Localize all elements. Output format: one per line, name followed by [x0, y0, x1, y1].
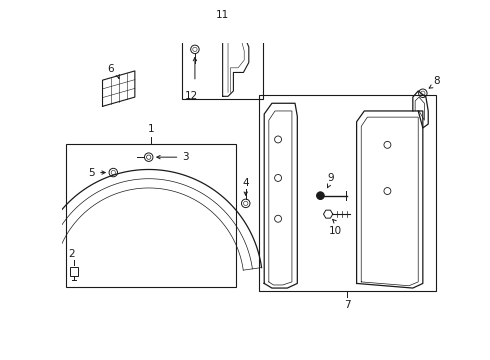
Text: 7: 7 [344, 300, 351, 310]
Text: 10: 10 [329, 226, 343, 237]
Text: 12: 12 [185, 91, 198, 101]
Text: 9: 9 [327, 173, 334, 183]
Text: 4: 4 [243, 178, 249, 188]
Text: 5: 5 [88, 167, 95, 177]
Bar [66, 144, 236, 287]
Bar [259, 95, 436, 291]
Text: 3: 3 [182, 152, 189, 162]
Text: 1: 1 [147, 124, 154, 134]
Circle shape [317, 192, 324, 199]
Text: 6: 6 [107, 64, 114, 74]
Text: 8: 8 [434, 76, 440, 86]
Text: 11: 11 [216, 10, 229, 20]
Text: 2: 2 [69, 249, 75, 259]
Bar [182, 28, 263, 99]
